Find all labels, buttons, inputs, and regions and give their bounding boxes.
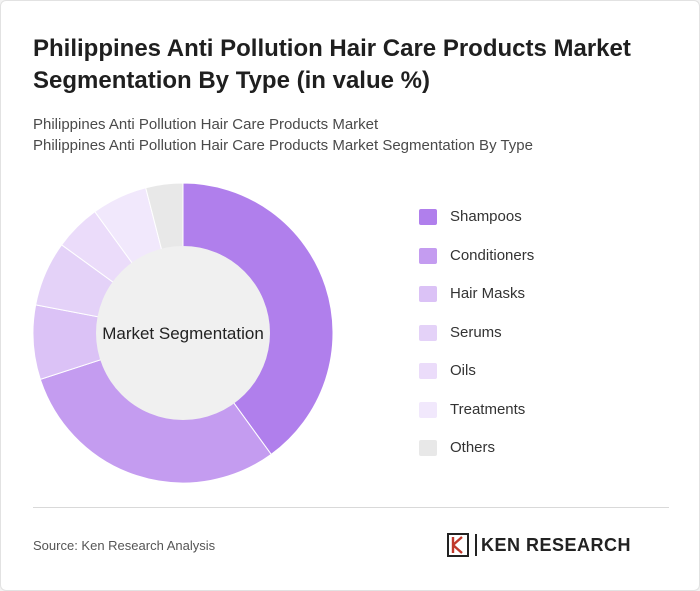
- subtitle-line-1: Philippines Anti Pollution Hair Care Pro…: [33, 116, 379, 133]
- legend-swatch: [419, 247, 437, 264]
- chart-legend: Shampoos Conditioners Hair Masks Serums Oils…: [419, 206, 534, 476]
- legend-label: Oils: [450, 362, 476, 379]
- donut-chart: Market Segmentation: [32, 182, 334, 484]
- ken-research-logo: KEN RESEARCH: [447, 532, 631, 558]
- legend-item[interactable]: Shampoos: [419, 206, 534, 245]
- legend-label: Serums: [450, 323, 502, 341]
- legend-swatch: [419, 401, 437, 418]
- legend-item[interactable]: Conditioners: [419, 245, 534, 284]
- legend-item[interactable]: Treatments: [419, 399, 534, 438]
- source-note: Source: Ken Research Analysis: [33, 538, 216, 553]
- legend-label: Others: [450, 439, 496, 456]
- legend-swatch: [419, 363, 437, 379]
- ken-research-logo-icon: [447, 533, 469, 557]
- legend-label: Conditioners: [450, 246, 535, 264]
- legend-swatch: [419, 286, 437, 302]
- legend-swatch: [419, 209, 437, 225]
- donut-center: [96, 246, 270, 420]
- donut-center-label: Market Segmentation: [102, 324, 264, 343]
- legend-label: Hair Masks: [450, 285, 526, 302]
- legend-label: Treatments: [450, 400, 526, 418]
- legend-item[interactable]: Oils: [419, 360, 534, 399]
- chart-subtitle: Philippines Anti Pollution Hair Care Pro…: [33, 114, 673, 156]
- chart-title: Philippines Anti Pollution Hair Care Pro…: [33, 35, 631, 94]
- legend-swatch: [419, 440, 437, 456]
- legend-item[interactable]: Others: [419, 437, 534, 476]
- legend-swatch: [419, 324, 437, 341]
- legend-label: Shampoos: [450, 208, 522, 225]
- logo-text: KEN RESEARCH: [481, 534, 632, 555]
- footer-divider: [33, 507, 669, 508]
- logo-separator: [475, 534, 477, 556]
- legend-item[interactable]: Hair Masks: [419, 283, 534, 322]
- legend-item[interactable]: Serums: [419, 322, 534, 361]
- subtitle-line-2: Philippines Anti Pollution Hair Care Pro…: [33, 137, 533, 154]
